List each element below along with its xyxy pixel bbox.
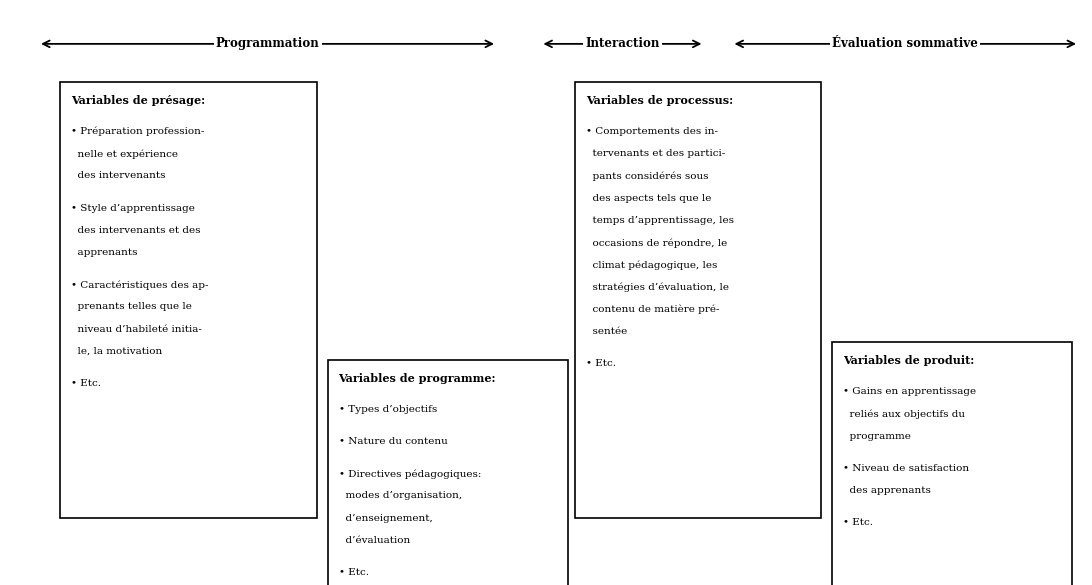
Text: nelle et expérience: nelle et expérience — [71, 149, 178, 159]
Text: • Nature du contenu: • Nature du contenu — [339, 437, 448, 446]
Text: modes d’organisation,: modes d’organisation, — [339, 491, 462, 500]
Text: Interaction: Interaction — [585, 37, 660, 50]
Bar — [328, 360, 568, 585]
Text: apprenants: apprenants — [71, 248, 138, 257]
Text: programme: programme — [843, 432, 911, 441]
Bar — [832, 342, 1072, 585]
Text: contenu de matière pré-: contenu de matière pré- — [586, 305, 720, 314]
Text: d’enseignement,: d’enseignement, — [339, 514, 432, 522]
Text: stratégies d’évaluation, le: stratégies d’évaluation, le — [586, 283, 729, 292]
Text: Évaluation sommative: Évaluation sommative — [832, 37, 978, 50]
Text: temps d’apprentissage, les: temps d’apprentissage, les — [586, 216, 735, 225]
Text: • Caractéristiques des ap-: • Caractéristiques des ap- — [71, 280, 209, 290]
Text: • Etc.: • Etc. — [71, 379, 100, 388]
Text: le, la motivation: le, la motivation — [71, 347, 163, 356]
Text: pants considérés sous: pants considérés sous — [586, 171, 709, 181]
Text: des aspects tels que le: des aspects tels que le — [586, 194, 712, 202]
Text: des intervenants et des: des intervenants et des — [71, 226, 201, 235]
Text: • Directives pédagogiques:: • Directives pédagogiques: — [339, 469, 480, 479]
Text: climat pédagogique, les: climat pédagogique, les — [586, 260, 717, 270]
Bar — [60, 82, 317, 518]
Text: • Etc.: • Etc. — [843, 518, 873, 527]
Text: niveau d’habileté initia-: niveau d’habileté initia- — [71, 325, 202, 333]
Text: occasions de répondre, le: occasions de répondre, le — [586, 238, 727, 247]
Text: des intervenants: des intervenants — [71, 171, 166, 180]
Text: • Style d’apprentissage: • Style d’apprentissage — [71, 204, 194, 212]
Text: d’évaluation: d’évaluation — [339, 536, 410, 545]
Text: • Niveau de satisfaction: • Niveau de satisfaction — [843, 464, 969, 473]
Text: Variables de programme:: Variables de programme: — [339, 373, 496, 384]
Text: • Types d’objectifs: • Types d’objectifs — [339, 405, 437, 414]
Text: • Etc.: • Etc. — [339, 568, 368, 577]
Text: Variables de processus:: Variables de processus: — [586, 95, 734, 106]
Text: Programmation: Programmation — [215, 37, 320, 50]
Text: tervenants et des partici-: tervenants et des partici- — [586, 149, 726, 158]
Text: • Comportements des in-: • Comportements des in- — [586, 127, 719, 136]
Text: Variables de présage:: Variables de présage: — [71, 95, 205, 106]
Text: reliés aux objectifs du: reliés aux objectifs du — [843, 410, 965, 419]
Text: sentée: sentée — [586, 327, 628, 336]
Text: • Préparation profession-: • Préparation profession- — [71, 127, 204, 136]
Text: Variables de produit:: Variables de produit: — [843, 355, 974, 366]
Bar — [575, 82, 821, 518]
Text: • Etc.: • Etc. — [586, 359, 616, 368]
Text: prenants telles que le: prenants telles que le — [71, 302, 192, 311]
Text: • Gains en apprentissage: • Gains en apprentissage — [843, 387, 976, 396]
Text: des apprenants: des apprenants — [843, 486, 930, 495]
